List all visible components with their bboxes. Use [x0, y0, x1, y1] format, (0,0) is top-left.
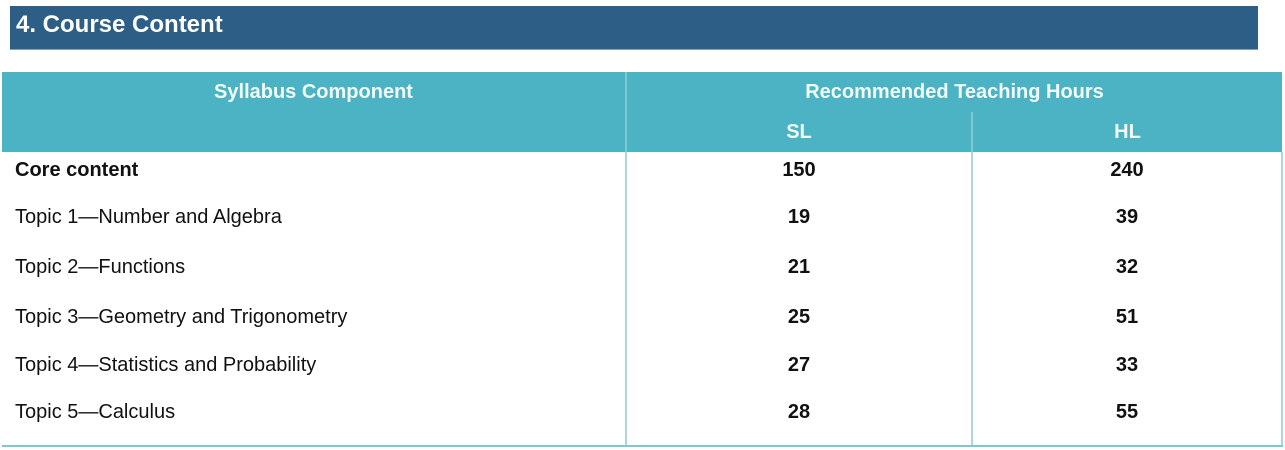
hl-hours-cell: 39 [970, 192, 1284, 242]
header-row: Syllabus Component Recommended Teaching … [2, 72, 1283, 152]
section-title: 4. Course Content [10, 6, 1258, 50]
table-row: Topic 1—Number and Algebra 19 39 [2, 192, 1284, 242]
hl-hours-cell: 32 [970, 242, 1284, 292]
course-content-table: Syllabus Component Recommended Teaching … [2, 72, 1284, 447]
component-cell: Core content [2, 152, 627, 192]
component-cell: Topic 1—Number and Algebra [2, 192, 627, 242]
header-syllabus-component: Syllabus Component [2, 72, 626, 152]
subheader-row: SL HL [2, 112, 1283, 152]
sl-hours-cell: 27 [625, 342, 973, 389]
table-row: Topic 2—Functions 21 32 [2, 242, 1284, 292]
component-cell: Topic 3—Geometry and Trigonometry [2, 292, 627, 342]
header-recommended-hours: Recommended Teaching Hours [624, 72, 1283, 112]
table-row: Topic 5—Calculus 28 55 [2, 389, 1284, 447]
sl-hours-cell: 19 [625, 192, 973, 242]
hl-hours-cell: 51 [970, 292, 1284, 342]
hl-hours-cell: 55 [970, 389, 1284, 447]
header-sl: SL [625, 112, 972, 152]
header-hl: HL [970, 112, 1283, 152]
sl-hours-cell: 150 [625, 152, 973, 192]
table-row: Topic 3—Geometry and Trigonometry 25 51 [2, 292, 1284, 342]
component-cell: Topic 4—Statistics and Probability [2, 342, 627, 389]
component-cell: Topic 2—Functions [2, 242, 627, 292]
sl-hours-cell: 25 [625, 292, 973, 342]
sl-hours-cell: 28 [625, 389, 973, 447]
component-cell: Topic 5—Calculus [2, 389, 627, 447]
table-row: Core content 150 240 [2, 152, 1284, 192]
hl-hours-cell: 240 [970, 152, 1284, 192]
hl-hours-cell: 33 [970, 342, 1284, 389]
table-row: Topic 4—Statistics and Probability 27 33 [2, 342, 1284, 389]
sl-hours-cell: 21 [625, 242, 973, 292]
